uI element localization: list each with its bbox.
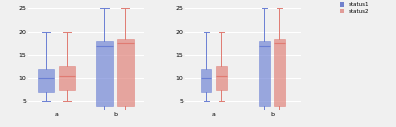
PathPatch shape — [216, 66, 227, 90]
PathPatch shape — [274, 39, 285, 106]
PathPatch shape — [38, 69, 55, 92]
Legend: status1, status2: status1, status2 — [339, 1, 370, 15]
PathPatch shape — [201, 69, 211, 92]
PathPatch shape — [117, 39, 133, 106]
PathPatch shape — [59, 66, 75, 90]
PathPatch shape — [96, 41, 112, 106]
PathPatch shape — [259, 41, 270, 106]
